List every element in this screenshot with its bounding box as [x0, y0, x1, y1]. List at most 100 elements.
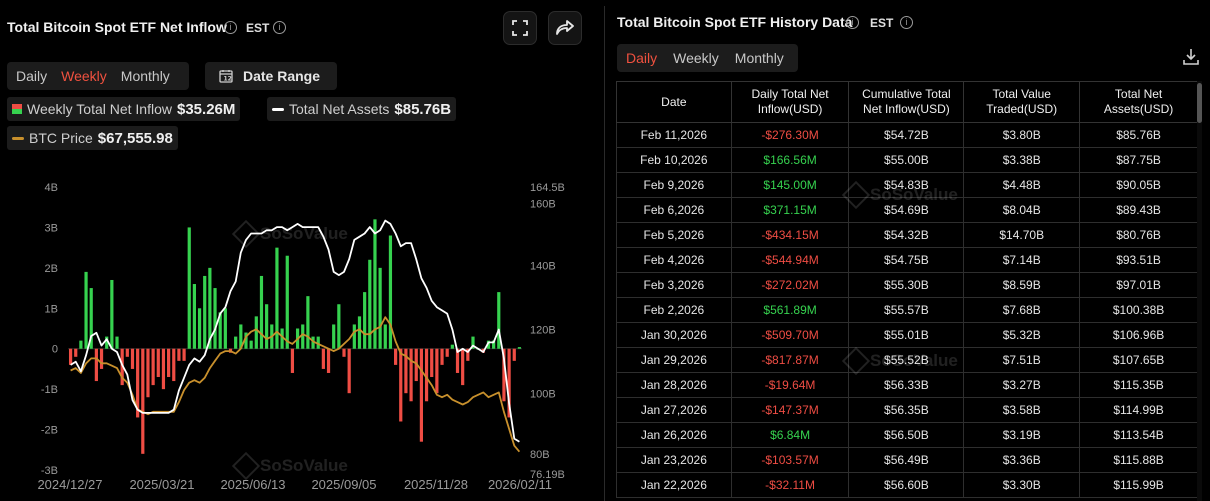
cell-daily-inflow: -$147.37M: [730, 397, 850, 423]
cell-value-traded: $7.51B: [963, 347, 1081, 373]
inflow-bar-negative: [172, 348, 176, 382]
period-weekly[interactable]: Weekly: [61, 68, 107, 84]
inflow-bar-positive: [337, 304, 341, 349]
cell-cumulative-inflow: $54.75B: [848, 247, 965, 273]
cell-date: Feb 4,2026: [616, 247, 732, 273]
cell-value-traded: $8.59B: [963, 272, 1081, 298]
inflow-bar-positive: [388, 235, 393, 349]
inflow-bar-positive: [450, 344, 454, 349]
y-left-tick-label: 3B: [45, 222, 58, 234]
table-row[interactable]: Jan 26,2026 $6.84M $56.50B $3.19B $113.54B: [616, 422, 1198, 448]
inflow-bar-positive: [301, 324, 305, 349]
inflow-bar-negative: [445, 348, 449, 357]
table-row[interactable]: Jan 27,2026 -$147.37M $56.35B $3.58B $114.99…: [616, 397, 1198, 423]
inflow-bar-negative: [177, 348, 181, 361]
table-row[interactable]: Feb 11,2026 -$276.30M $54.72B $3.80B $85.76B: [616, 122, 1198, 148]
inflow-bar-positive: [213, 288, 217, 349]
inflow-bar-positive: [316, 336, 320, 349]
x-tick-label: 2025/03/21: [129, 477, 194, 492]
table-scrollbar-thumb[interactable]: [1197, 83, 1202, 123]
table-row[interactable]: Feb 6,2026 $371.15M $54.69B $8.04B $89.43B: [616, 197, 1198, 223]
table-row[interactable]: Jan 28,2026 -$19.64M $56.33B $3.27B $115.35B: [616, 372, 1198, 398]
timezone-label: EST: [246, 21, 270, 35]
y-left-tick-label: 0: [52, 344, 58, 356]
cell-date: Jan 27,2026: [616, 397, 732, 423]
legend-btc-value: $67,555.98: [97, 129, 173, 147]
legend-weekly-inflow[interactable]: Weekly Total Net Inflow $35.26M: [7, 97, 241, 121]
cell-cumulative-inflow: $56.50B: [848, 422, 965, 448]
cell-date: Feb 10,2026: [616, 147, 732, 173]
column-header-date[interactable]: Date: [616, 81, 732, 123]
column-header-value-traded[interactable]: Total Value Traded(USD): [963, 81, 1081, 123]
legend-assets-label: Total Net Assets: [289, 101, 390, 117]
inflow-bar-positive: [357, 316, 362, 349]
timezone-info-icon[interactable]: i: [900, 16, 913, 29]
cell-value-traded: $4.48B: [963, 172, 1081, 198]
table-row[interactable]: Jan 30,2026 -$509.70M $55.01B $5.32B $106.96…: [616, 322, 1198, 348]
table-row[interactable]: Feb 5,2026 -$434.15M $54.32B $14.70B $80.76B: [616, 222, 1198, 248]
period-monthly[interactable]: Monthly: [120, 68, 170, 84]
table-row[interactable]: Feb 10,2026 $166.56M $55.00B $3.38B $87.75B: [616, 147, 1198, 173]
date-range-button[interactable]: 12 Date Range: [205, 62, 337, 90]
cell-cumulative-inflow: $55.30B: [848, 272, 965, 298]
inflow-bar-negative: [440, 348, 444, 365]
cell-cumulative-inflow: $54.72B: [848, 122, 965, 148]
x-tick-label: 2025/06/13: [220, 477, 285, 492]
info-icon[interactable]: i: [846, 16, 859, 29]
cell-daily-inflow: $561.89M: [730, 297, 850, 323]
column-header-cumulative-inflow[interactable]: Cumulative Total Net Inflow(USD): [848, 81, 965, 123]
period-selector: Daily Weekly Monthly: [7, 62, 189, 90]
cell-daily-inflow: -$434.15M: [730, 222, 850, 248]
inflow-bar-positive: [244, 332, 248, 349]
table-row[interactable]: Jan 23,2026 -$103.57M $56.49B $3.36B $115.88…: [616, 447, 1198, 473]
period-monthly[interactable]: Monthly: [734, 50, 784, 66]
period-daily[interactable]: Daily: [16, 68, 48, 84]
table-row[interactable]: Feb 9,2026 $145.00M $54.83B $4.48B $90.05B: [616, 172, 1198, 198]
table-row[interactable]: Jan 22,2026 -$32.11M $56.60B $3.30B $115.99B: [616, 472, 1198, 498]
total-net-assets-line: [70, 219, 520, 443]
timezone-info-icon[interactable]: i: [273, 21, 286, 34]
inflow-bar-positive: [352, 324, 356, 349]
inflow-bar-negative: [151, 348, 155, 386]
table-row[interactable]: Feb 4,2026 -$544.94M $54.75B $7.14B $93.51B: [616, 247, 1198, 273]
x-tick-label: 2025/11/28: [404, 477, 468, 492]
period-daily[interactable]: Daily: [626, 50, 658, 66]
table-row[interactable]: Jan 29,2026 -$817.87M $55.52B $7.51B $107.65…: [616, 347, 1198, 373]
inflow-bar-negative: [507, 348, 511, 418]
inflow-bar-positive: [378, 267, 382, 349]
x-tick-label: 2025/09/05: [311, 477, 376, 492]
fullscreen-button[interactable]: [503, 11, 537, 45]
cell-net-assets: $106.96B: [1079, 322, 1198, 348]
table-row[interactable]: Feb 2,2026 $561.89M $55.57B $7.68B $100.38B: [616, 297, 1198, 323]
cell-date: Feb 3,2026: [616, 272, 732, 298]
legend-btc-price[interactable]: BTC Price $67,555.98: [7, 126, 178, 150]
table-header-row: Date Daily Total Net Inflow(USD) Cumulat…: [616, 81, 1198, 123]
inflow-bar-positive: [79, 340, 83, 349]
cell-net-assets: $80.76B: [1079, 222, 1198, 248]
inflow-bar-negative: [146, 348, 150, 398]
table-scrollbar[interactable]: [1197, 81, 1202, 501]
share-button[interactable]: [548, 11, 582, 45]
inflow-bar-negative: [419, 348, 423, 442]
svg-text:12: 12: [224, 76, 232, 83]
cell-value-traded: $14.70B: [963, 222, 1081, 248]
watermark-logo-icon: [841, 346, 871, 376]
download-icon[interactable]: [1182, 48, 1200, 66]
legend-total-net-assets[interactable]: Total Net Assets $85.76B: [267, 97, 457, 121]
period-weekly[interactable]: Weekly: [673, 50, 719, 66]
column-header-net-assets[interactable]: Total Net Assets(USD): [1079, 81, 1198, 123]
inflow-bar-negative: [430, 348, 434, 378]
cell-date: Feb 9,2026: [616, 172, 732, 198]
inflow-bar-positive: [332, 324, 336, 349]
inflow-bar-negative: [326, 348, 331, 373]
cell-date: Feb 5,2026: [616, 222, 732, 248]
cell-date: Jan 22,2026: [616, 472, 732, 498]
table-row[interactable]: Feb 3,2026 -$272.02M $55.30B $8.59B $97.01B: [616, 272, 1198, 298]
cell-value-traded: $3.58B: [963, 397, 1081, 423]
y-right-tick-label: 164.5B: [530, 182, 565, 194]
cell-cumulative-inflow: $56.49B: [848, 447, 965, 473]
inflow-chart[interactable]: 4B 3B 2B 1B 0 -1B -2B -3B 164.5B 160B 140B 120B 100B…: [0, 0, 600, 501]
column-header-daily-inflow[interactable]: Daily Total Net Inflow(USD): [730, 81, 850, 123]
y-left-tick-label: 2B: [45, 263, 58, 275]
info-icon[interactable]: i: [224, 21, 237, 34]
